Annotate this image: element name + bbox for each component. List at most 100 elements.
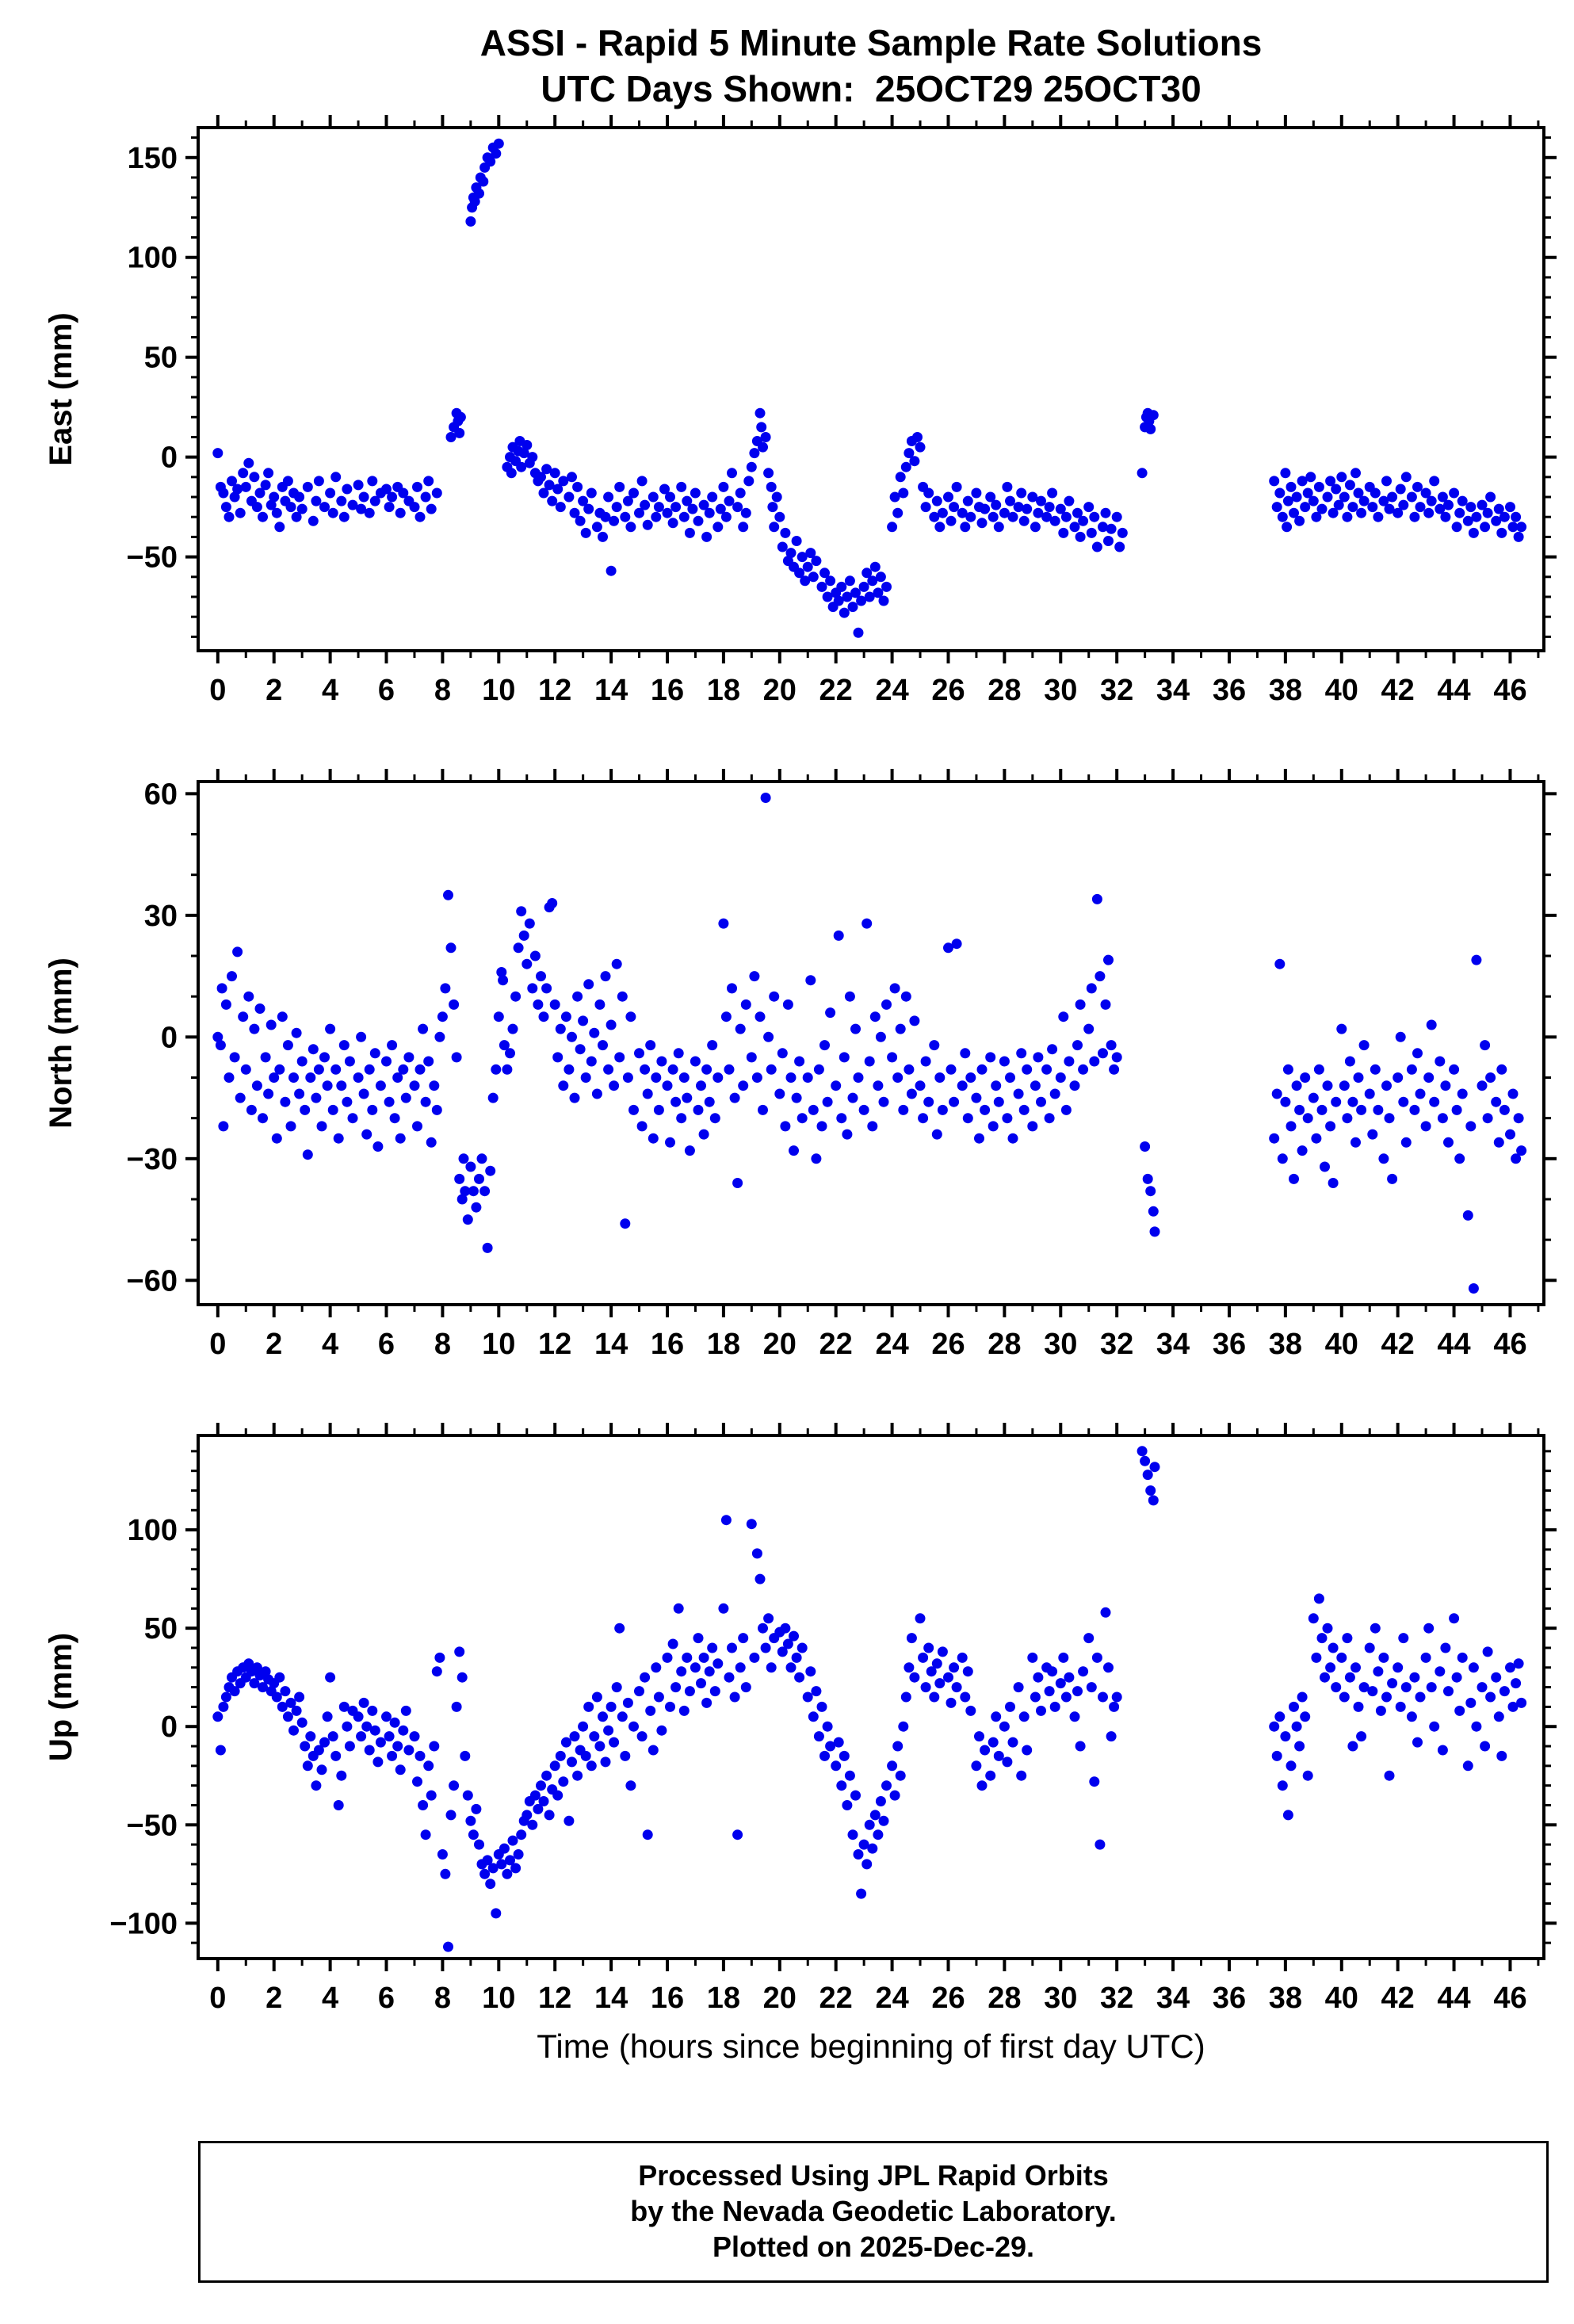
data-point	[1016, 487, 1027, 499]
data-point	[766, 1064, 777, 1075]
data-point	[431, 487, 442, 499]
data-point	[819, 568, 830, 579]
data-point	[1398, 1096, 1409, 1107]
data-point	[356, 1731, 367, 1742]
data-point	[755, 1011, 766, 1022]
data-point	[1429, 1096, 1440, 1107]
x-tick-label: 6	[378, 1982, 395, 2015]
data-point	[738, 522, 749, 533]
data-point	[1302, 1770, 1313, 1781]
data-point	[465, 216, 476, 227]
data-point	[822, 1721, 833, 1732]
data-point	[760, 793, 771, 803]
data-point	[720, 1011, 732, 1022]
data-point	[251, 1080, 262, 1091]
data-point	[1454, 1153, 1465, 1164]
x-tick-label: 6	[378, 1328, 395, 1361]
x-tick-label: 38	[1269, 674, 1302, 707]
data-point	[640, 1064, 651, 1075]
x-tick-label: 16	[651, 1982, 684, 2015]
data-point	[594, 1741, 606, 1752]
data-point	[785, 548, 797, 559]
data-point	[763, 1031, 774, 1042]
data-point	[1387, 1678, 1398, 1689]
data-point	[462, 1214, 473, 1225]
data-point	[282, 476, 293, 487]
data-point	[479, 1186, 491, 1197]
data-point	[491, 148, 502, 159]
data-point	[836, 581, 847, 592]
data-point	[1322, 1080, 1333, 1091]
data-point	[1291, 1080, 1302, 1091]
data-point	[449, 999, 460, 1010]
data-point	[395, 507, 406, 518]
data-point	[789, 1630, 799, 1642]
data-point	[1435, 1056, 1446, 1067]
data-point	[1027, 1652, 1038, 1663]
data-point	[302, 1149, 313, 1160]
data-point	[1300, 1711, 1311, 1722]
data-point	[552, 1052, 564, 1063]
data-point	[356, 1031, 367, 1042]
x-tick-label: 14	[594, 1328, 628, 1361]
data-point	[1095, 971, 1106, 982]
data-point	[698, 1652, 709, 1663]
data-point	[1289, 1701, 1299, 1712]
data-point	[934, 522, 946, 533]
data-point	[976, 1780, 988, 1791]
data-point	[642, 519, 653, 530]
x-tick-label: 46	[1493, 1328, 1526, 1361]
data-point	[1496, 1750, 1507, 1761]
data-point	[709, 1686, 720, 1697]
data-point	[628, 487, 639, 499]
data-point	[372, 1756, 384, 1768]
data-point	[485, 156, 496, 167]
data-point	[667, 1638, 678, 1649]
data-point	[338, 1040, 350, 1051]
data-point	[934, 1678, 946, 1689]
data-point	[1083, 1023, 1095, 1034]
data-point	[1002, 481, 1013, 492]
data-point	[591, 522, 602, 533]
data-point	[302, 481, 313, 492]
data-point	[1007, 1737, 1018, 1748]
data-point	[549, 468, 560, 479]
data-point	[533, 1803, 544, 1814]
data-point	[1443, 1686, 1454, 1697]
x-tick-label: 24	[875, 1328, 908, 1361]
data-point	[440, 983, 451, 994]
x-tick-label: 42	[1381, 674, 1415, 707]
data-point	[1457, 1088, 1468, 1099]
data-point	[724, 1064, 735, 1075]
x-tick-label: 2	[266, 1328, 282, 1361]
data-point	[875, 1031, 886, 1042]
data-point	[831, 1760, 842, 1772]
data-point	[929, 511, 940, 522]
data-point	[1022, 1064, 1033, 1075]
x-tick-label: 14	[594, 674, 628, 707]
data-point	[455, 411, 466, 422]
data-point	[1468, 1662, 1479, 1673]
data-point	[536, 472, 546, 483]
data-point	[502, 1868, 513, 1879]
data-point	[735, 1662, 746, 1673]
data-point	[1516, 1697, 1527, 1708]
data-point	[305, 1072, 316, 1083]
data-point	[1271, 502, 1282, 513]
data-point	[538, 487, 549, 499]
data-point	[300, 1741, 311, 1752]
data-point	[1091, 1652, 1102, 1663]
data-point	[412, 481, 422, 492]
x-tick-label: 22	[819, 674, 853, 707]
data-point	[251, 502, 262, 513]
data-point	[858, 1104, 869, 1115]
data-point	[758, 441, 768, 453]
data-point	[291, 1705, 302, 1716]
data-point	[676, 481, 687, 492]
data-point	[1420, 487, 1431, 499]
data-point	[392, 1741, 403, 1752]
data-point	[580, 1072, 591, 1083]
data-point	[1443, 1137, 1454, 1148]
data-point	[243, 991, 254, 1002]
data-point	[906, 1633, 917, 1644]
